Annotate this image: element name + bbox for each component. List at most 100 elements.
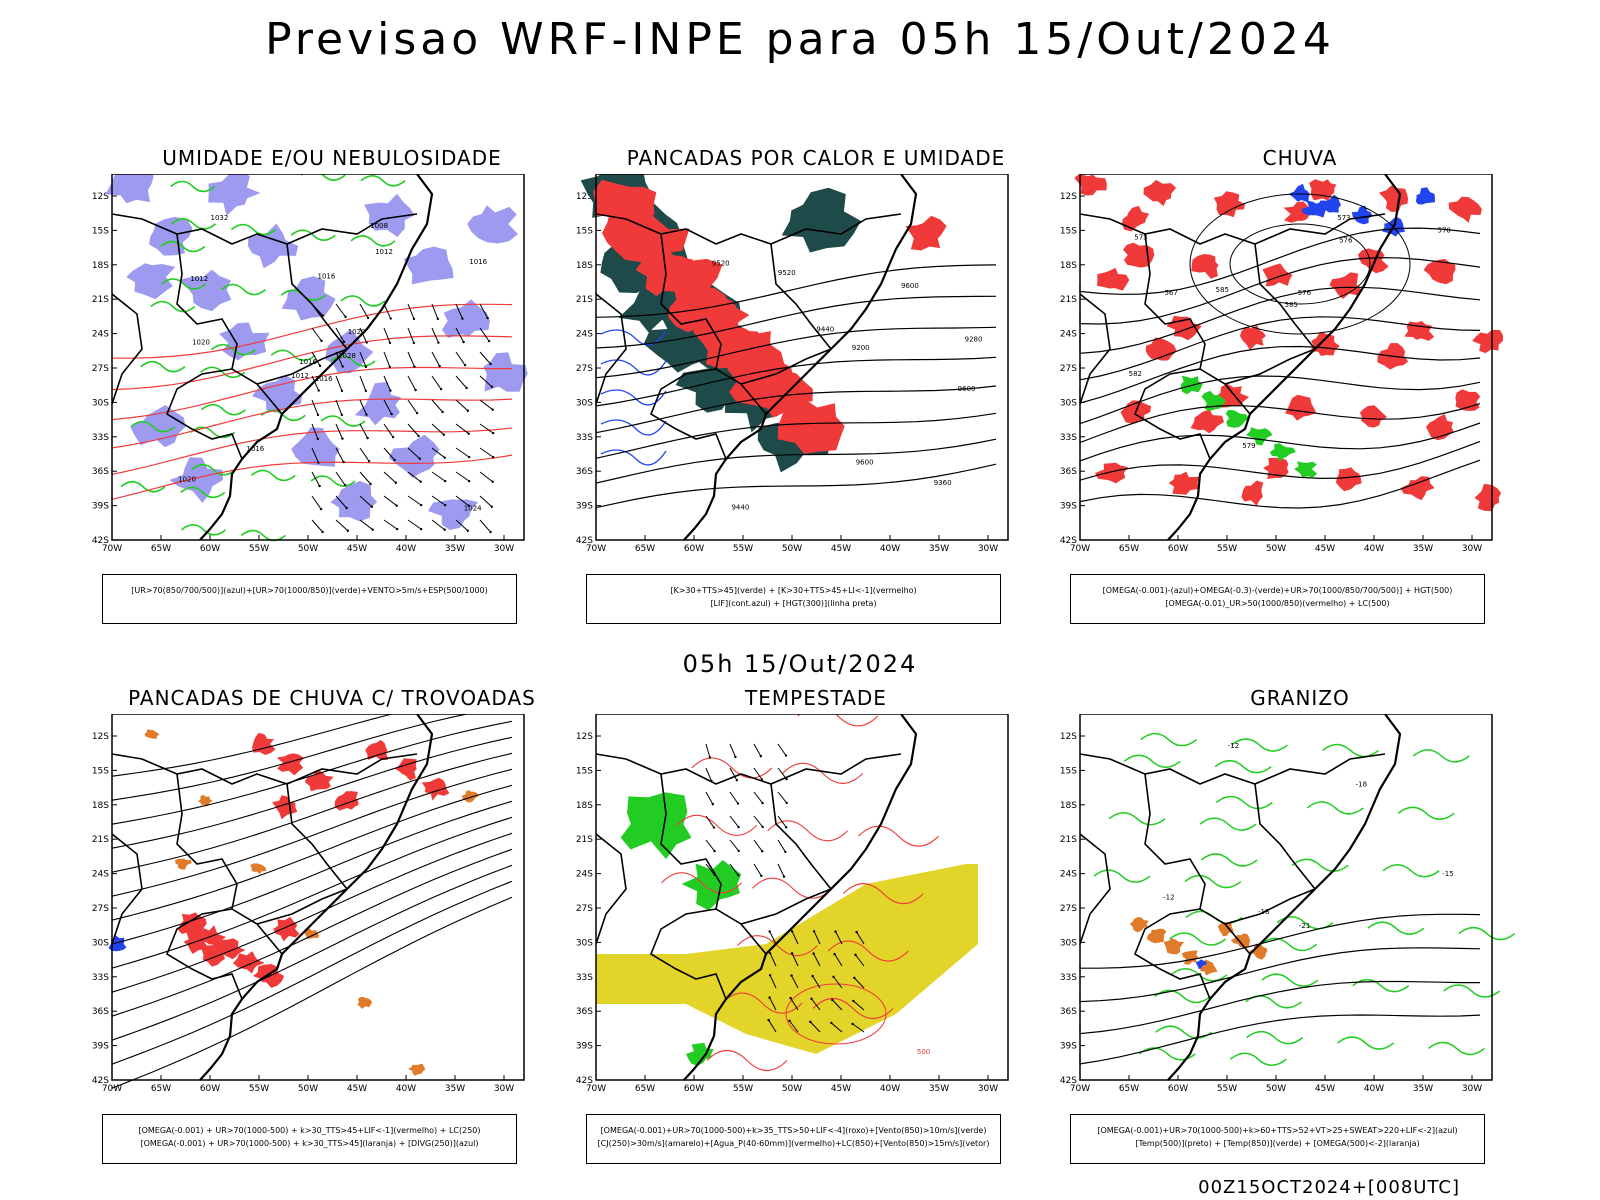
wind-vector-head [790,974,793,977]
wind-vector [311,423,319,440]
country-border [1079,293,1111,405]
temp-850-contour [1231,738,1288,752]
humidity-mid-level-area [252,375,302,413]
humidity-mid-level-area [105,174,154,204]
lon-tick-label: 45W [347,544,367,554]
wind-vector-head [761,801,764,805]
humidity-low-level-contour [190,463,237,476]
wind-vector-head [461,317,464,320]
streamline [111,880,513,1065]
streamline [111,832,513,993]
wind-vector-head [390,412,393,416]
wind-vector-head [412,317,416,321]
streamline [111,784,513,921]
wind-vector [359,399,367,415]
coastline [199,174,434,541]
panel-tempestade: TEMPESTADE 12S 15S 18S 21S 24S 27S 30S 33S 36S 39… [566,686,1066,1166]
panel-legend: [OMEGA(-0.001) + UR>70(1000-500) + k>30_… [102,1114,517,1164]
wind-vector [431,327,439,343]
wind-vector [335,519,349,532]
lon-tick-label: 35W [1413,1084,1433,1094]
instability-k-tts-area [675,368,749,413]
lat-tick-label: 39S [92,502,109,512]
wind-vector [311,351,321,367]
humidity-low-level-contour [270,349,316,362]
temp-850-contour [1200,853,1258,867]
panel-umidade: UMIDADE E/OU NEBULOSIDADE 12S 15S 18S 21S 24… [82,146,582,626]
contour-label: 1016 [469,258,487,266]
lifted-index-contour [600,449,667,466]
wind-vector [479,351,491,365]
height-500-contour [1079,227,1481,295]
map-chuva[interactable]: 12S 15S 18S 21S 24S 27S 30S 33S 36S 39S 42S 70W 65W 6… [1050,174,1550,594]
wind-vector [769,975,777,989]
lon-tick-label: 45W [1315,544,1335,554]
wind-vector-head [833,952,836,956]
map-pancadas-calor[interactable]: 12S 15S 18S 21S 24S 27S 30S 33S 36S 39S 42S 70W 65W 6… [566,174,1066,594]
jet-stream-area [596,864,978,1054]
lon-tick-label: 65W [151,1084,171,1094]
omega-weak-area [1415,187,1435,205]
lat-tick-label: 15S [1060,766,1077,776]
temp-850-contour [1246,1030,1304,1045]
wind-vector-head [371,528,374,531]
wind-vector [311,375,320,391]
lat-tick-label: 12S [92,732,109,742]
wind-vector-head [462,340,465,344]
wind-vector [335,303,346,318]
map-border [1079,174,1493,541]
lat-tick-label: 33S [92,973,109,983]
valid-time-title: 05h 15/Out/2024 [682,650,918,678]
lat-tick-label: 33S [576,433,593,443]
legend-line: [LIF](cont.azul) + [HGT(300)](linha pret… [710,599,877,608]
wind-vector [431,351,441,367]
wind-vector-head [321,314,325,317]
wind-vector [383,423,394,438]
wind-vector-head [442,433,446,436]
humidity-low-level-contour [210,343,256,356]
panel-granizo: GRANIZO 12S 15S 18S 21S 24S 27S 30S 33S 36S 39S 42… [1050,686,1550,1166]
convective-orange-area [175,858,192,870]
contour-label: 9600 [856,458,874,466]
wind-vector-head [465,386,468,390]
legend-line: [Temp(500)](preto) + [Temp(850)](verde) … [1135,1139,1420,1148]
map-tempestade[interactable]: 12S 15S 18S 21S 24S 27S 30S 33S 36S 39S 42S 70W 65W 6… [566,714,1066,1134]
wind-vector [831,999,843,1011]
lat-tick-label: 12S [1060,732,1077,742]
panel-title: GRANIZO [1250,686,1350,710]
lat-tick-label: 39S [1060,1042,1077,1052]
map-border [595,174,1009,541]
wind-vector [479,447,494,458]
wind-vector-head [389,389,392,392]
wind-vector [833,976,843,989]
wind-vector [431,399,443,413]
lat-tick-label: 30S [1060,398,1077,408]
map-granizo[interactable]: 12S 15S 18S 21S 24S 27S 30S 33S 36S 39S 42S 70W 65W 6… [1050,714,1550,1134]
country-border [595,213,902,245]
lon-tick-label: 55W [249,1084,269,1094]
wind-vector [856,931,865,945]
contour-label: 576 [1298,289,1312,297]
country-border [1144,773,1251,955]
streamline [111,768,513,897]
lat-tick-label: 21S [1060,295,1077,305]
humidity-low-level-contour [200,403,246,416]
omega-humidity-area [1359,405,1388,428]
contour-label: 1020 [348,328,366,336]
temp-850-contour [1199,817,1257,831]
height-500-contour [1079,440,1481,492]
wind-vector-head [490,505,494,508]
wind-vector-head [489,362,492,366]
country-border [770,243,832,350]
wind-vector-head [369,482,372,486]
wind-vector [705,791,714,805]
wind-vector [383,399,393,415]
omega-strong-area [1246,427,1273,446]
panel-title: UMIDADE E/OU NEBULOSIDADE [162,146,502,170]
map-pancadas-trovoadas[interactable]: 12S 15S 18S 21S 24S 27S 30S 33S 36S 39S 42S 70W 65W 6… [82,714,582,1134]
map-umidade[interactable]: 12S 15S 18S 21S 24S 27S 30S 33S 36S 39S 42S 70W 65W 6… [82,174,582,594]
lat-tick-label: 18S [576,261,593,271]
lat-tick-label: 42S [1060,1076,1077,1086]
humidity-mid-level-area [364,193,415,237]
lon-tick-label: 35W [929,544,949,554]
